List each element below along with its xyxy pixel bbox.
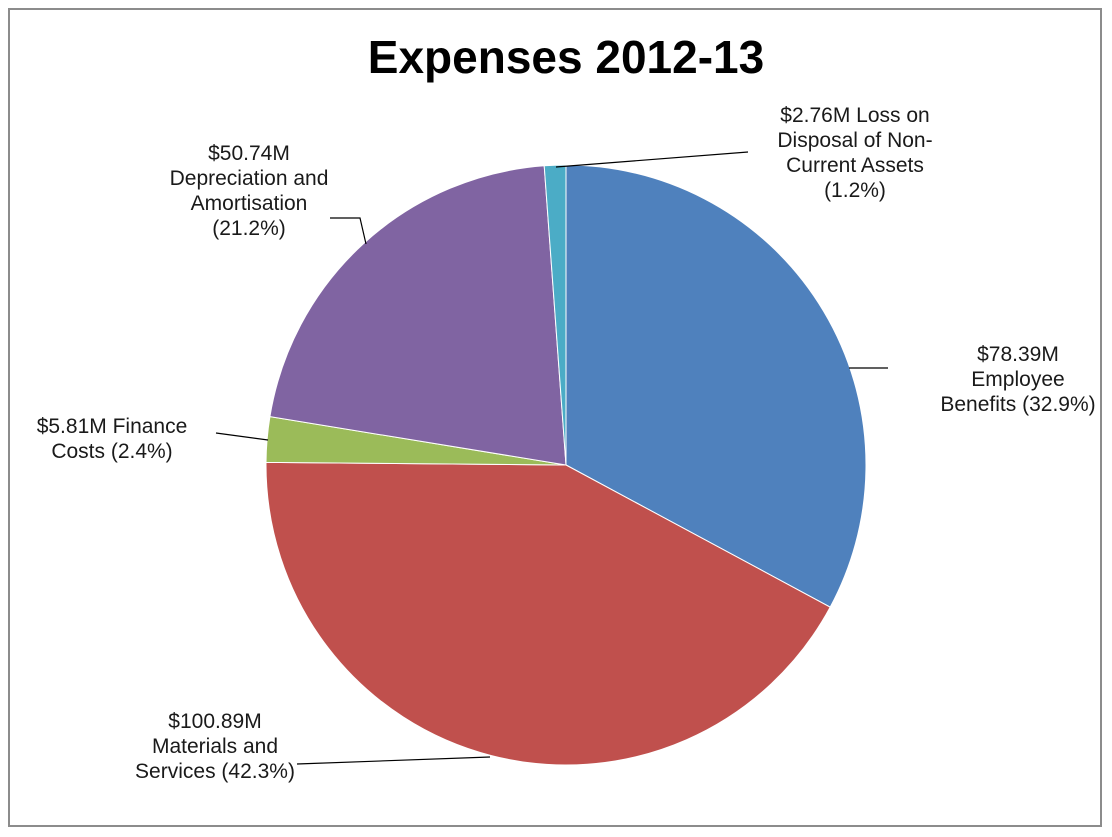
data-label: $5.81M Finance Costs (2.4%) — [37, 415, 188, 463]
data-label-line: Benefits (32.9%) — [940, 393, 1095, 416]
leader-line — [297, 757, 490, 764]
data-label-line: (1.2%) — [824, 179, 886, 202]
pie-slice-depreciation-and-amortisation — [270, 166, 566, 465]
data-label-line: Services (42.3%) — [135, 760, 295, 783]
chart-title: Expenses 2012-13 — [368, 31, 764, 83]
data-label-line: $78.39M — [977, 343, 1059, 366]
data-label-line: Costs (2.4%) — [51, 440, 172, 463]
data-label-line: $5.81M Finance — [37, 415, 188, 438]
data-label-line: $2.76M Loss on — [780, 104, 929, 127]
leader-line — [556, 152, 748, 167]
data-label: $78.39M Employee Benefits (32.9%) — [940, 343, 1095, 416]
leader-line — [330, 218, 366, 244]
data-label-line: Depreciation and — [170, 167, 329, 190]
data-label-line: Employee — [971, 368, 1064, 391]
leader-line — [216, 433, 268, 440]
data-label-line: Amortisation — [191, 192, 308, 215]
data-label: $100.89M Materials and Services (42.3%) — [135, 710, 295, 783]
data-label-line: Disposal of Non- — [777, 129, 932, 152]
data-label-line: $50.74M — [208, 142, 290, 165]
data-label-line: $100.89M — [168, 710, 261, 733]
data-label-line: Materials and — [152, 735, 278, 758]
data-label: $2.76M Loss on Disposal of Non-Current As… — [777, 104, 932, 202]
data-label-line: Current Assets — [786, 154, 924, 177]
data-label: $50.74M Depreciation and Amortisation (21.2… — [170, 142, 329, 240]
data-label-line: (21.2%) — [212, 217, 286, 240]
